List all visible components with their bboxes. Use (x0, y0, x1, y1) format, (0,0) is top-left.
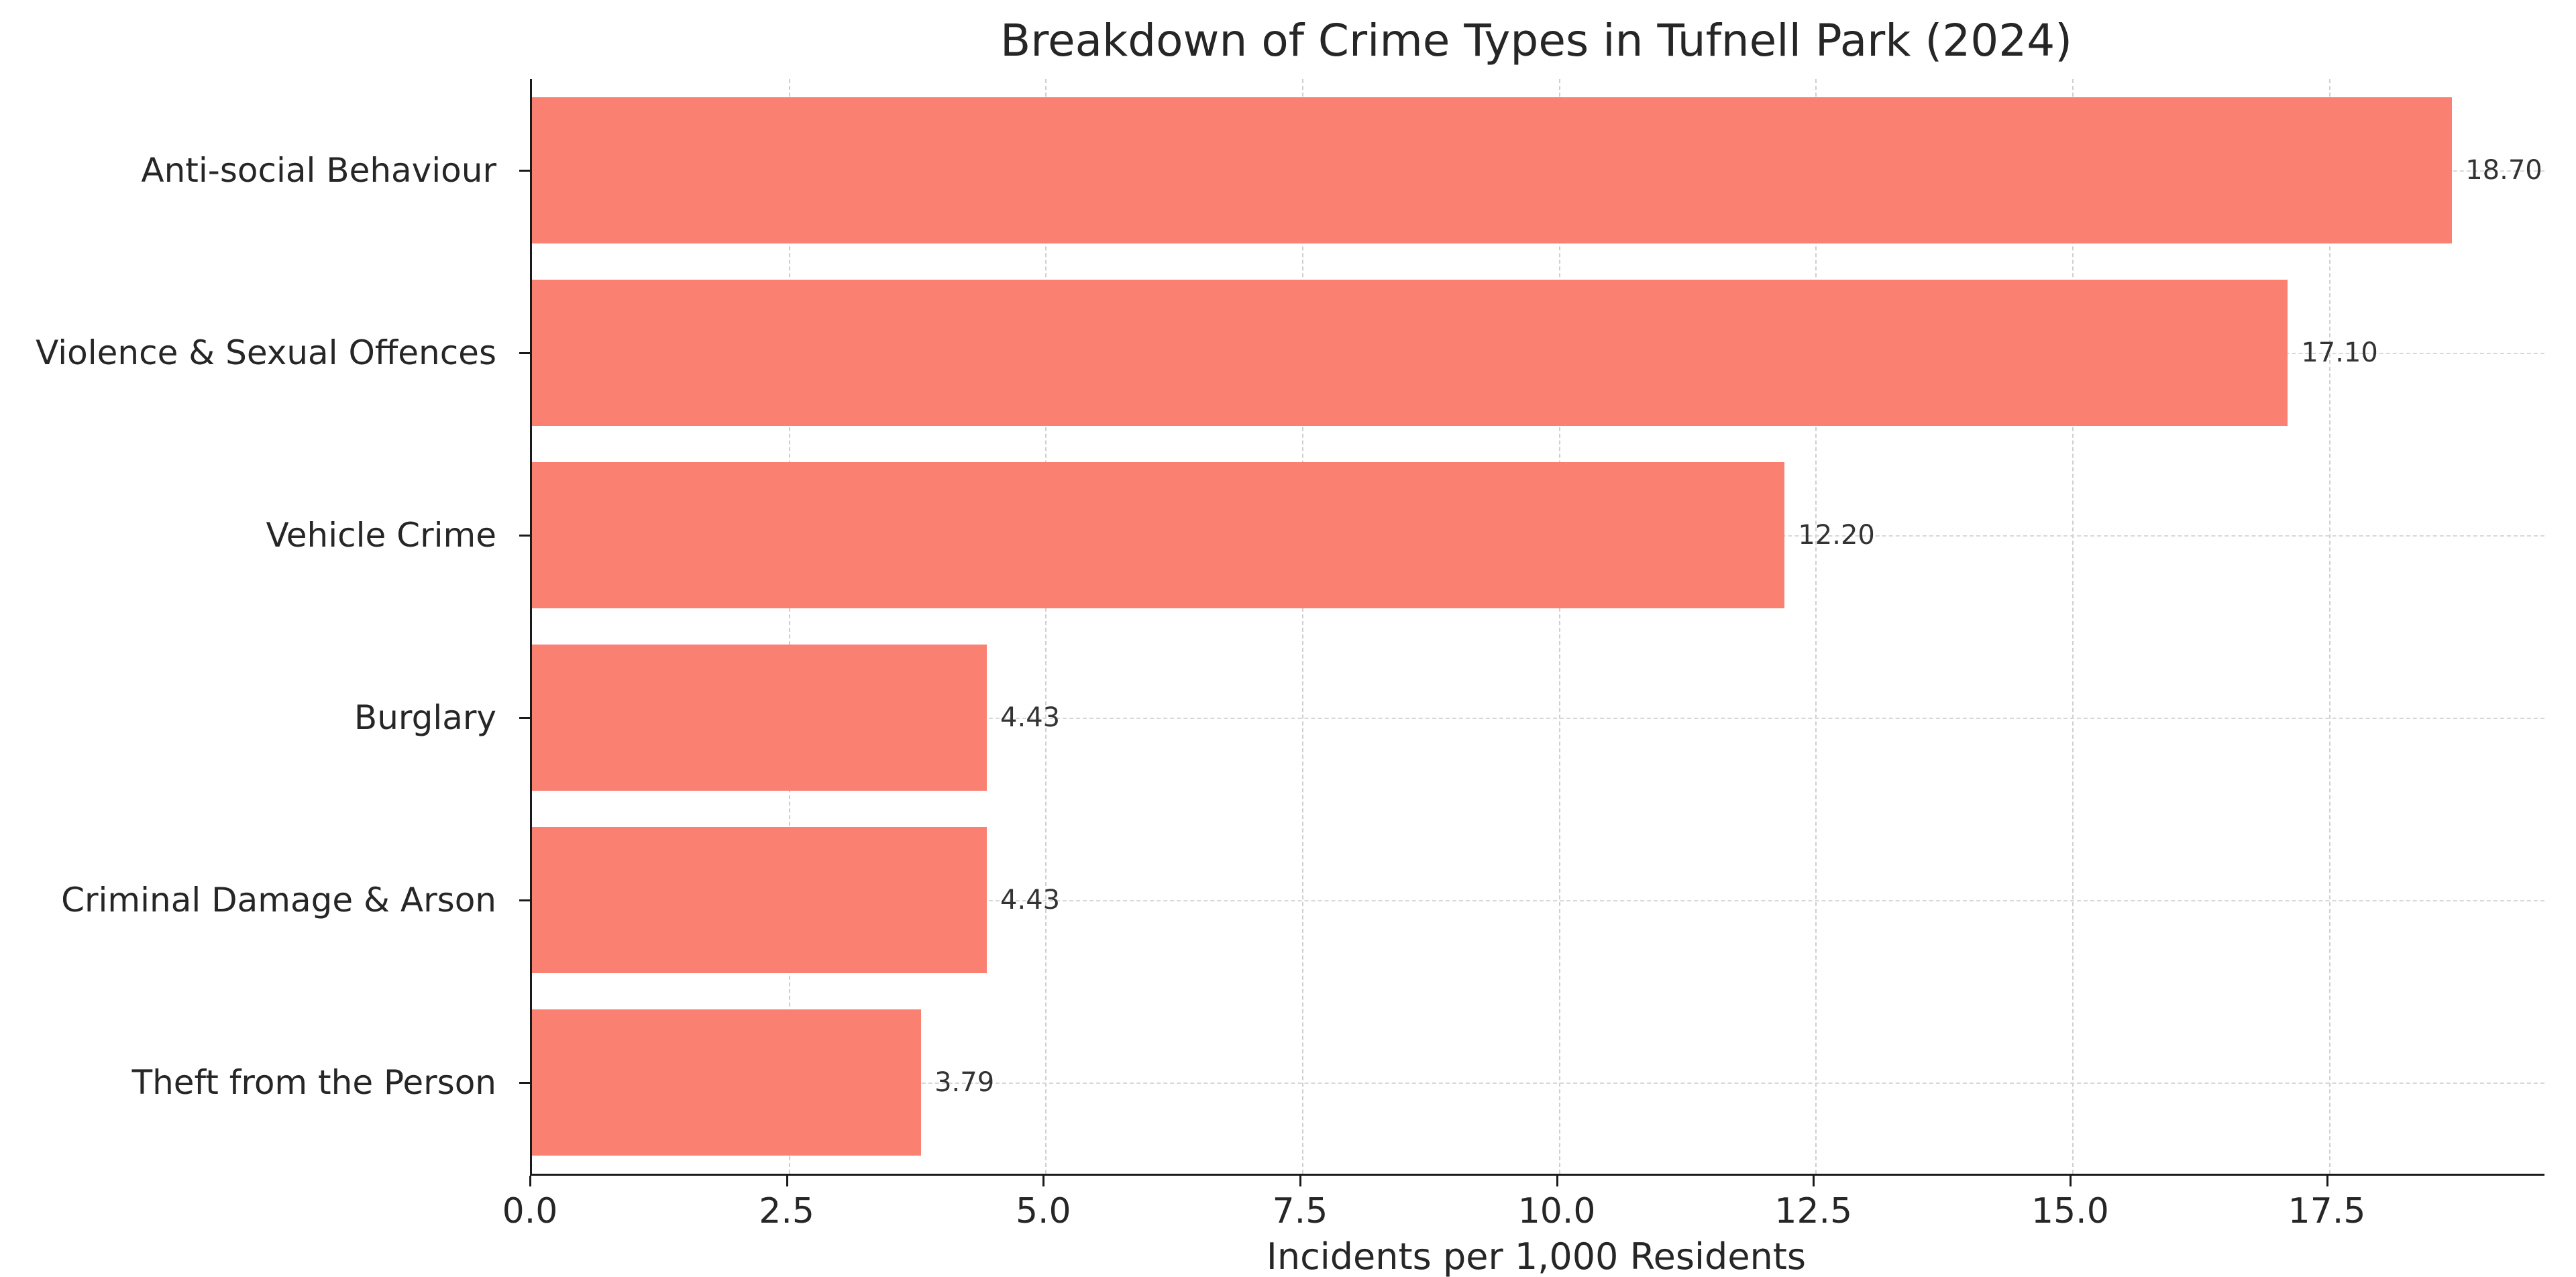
y-tick-mark (519, 1082, 530, 1084)
horizontal-gridline (532, 900, 2544, 901)
vertical-gridline (1045, 79, 1047, 1174)
x-tick-mark (1813, 1176, 1815, 1186)
x-tick-mark (1299, 1176, 1301, 1186)
y-category-label: Violence & Sexual Offences (36, 333, 496, 372)
x-tick-mark (2326, 1176, 2328, 1186)
bar (532, 462, 1785, 608)
bar-value-label: 4.43 (1000, 885, 1061, 915)
bar-value-label: 12.20 (1798, 520, 1875, 551)
vertical-gridline (2328, 79, 2330, 1174)
bar (532, 827, 987, 973)
x-tick-label: 12.5 (1774, 1191, 1853, 1231)
x-tick-mark (2069, 1176, 2072, 1186)
y-category-label: Criminal Damage & Arson (61, 881, 496, 920)
vertical-gridline (1558, 79, 1560, 1174)
vertical-gridline (1815, 79, 1817, 1174)
horizontal-gridline (532, 718, 2544, 719)
x-tick-label: 7.5 (1272, 1191, 1328, 1231)
x-tick-mark (786, 1176, 788, 1186)
plot-area: 18.70 17.10 12.20 4.43 4.43 3.79 (530, 79, 2544, 1176)
y-axis-category-labels: Anti-social Behaviour Violence & Sexual O… (0, 79, 511, 1174)
bar (532, 645, 987, 791)
bar-value-label: 17.10 (2301, 337, 2378, 368)
vertical-gridline (1301, 79, 1303, 1174)
vertical-gridline (788, 79, 790, 1174)
vertical-gridline (2072, 79, 2074, 1174)
x-tick-label: 17.5 (2288, 1191, 2366, 1231)
y-tick-mark (519, 170, 530, 172)
bar (532, 1009, 922, 1156)
y-tick-mark (519, 717, 530, 719)
bar (532, 280, 2288, 426)
x-tick-mark (1556, 1176, 1558, 1186)
horizontal-gridline (532, 1082, 2544, 1084)
y-tick-mark (519, 899, 530, 901)
bar-value-label: 4.43 (1000, 702, 1061, 733)
chart-title: Breakdown of Crime Types in Tufnell Park… (1000, 15, 2072, 66)
y-tick-mark (519, 352, 530, 354)
x-tick-mark (1042, 1176, 1045, 1186)
y-category-label: Theft from the Person (131, 1063, 496, 1102)
x-tick-label: 5.0 (1015, 1191, 1071, 1231)
bar-value-label: 3.79 (934, 1067, 995, 1098)
y-category-label: Burglary (354, 698, 496, 737)
x-tick-label: 2.5 (759, 1191, 814, 1231)
x-tick-mark (529, 1176, 531, 1186)
y-category-label: Vehicle Crime (266, 516, 496, 555)
y-tick-mark (519, 535, 530, 537)
x-tick-label: 10.0 (1517, 1191, 1596, 1231)
x-axis-tick-labels: 0.0 2.5 5.0 7.5 10.0 12.5 15.0 17.5 (502, 1191, 2542, 1231)
bar (532, 97, 2453, 243)
x-tick-label: 0.0 (502, 1191, 558, 1231)
bar-value-label: 18.70 (2465, 155, 2542, 186)
y-category-label: Anti-social Behaviour (141, 151, 496, 190)
x-tick-label: 15.0 (2031, 1191, 2109, 1231)
x-axis-label: Incidents per 1,000 Residents (1266, 1235, 1807, 1277)
